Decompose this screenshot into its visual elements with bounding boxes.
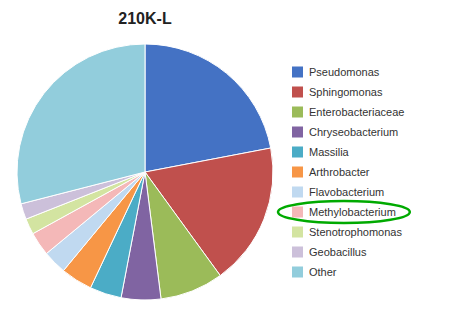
legend-swatch — [292, 227, 303, 238]
legend-label: Pseudomonas — [309, 66, 380, 78]
legend-label: Stenotrophomonas — [309, 226, 402, 238]
title: 210K-L — [118, 10, 172, 27]
legend-swatch — [292, 167, 303, 178]
legend-label: Massilia — [309, 146, 350, 158]
legend-label: Flavobacterium — [309, 186, 384, 198]
highlight-ellipse — [278, 201, 410, 223]
legend-label: Other — [309, 266, 337, 278]
legend-label: Sphingomonas — [309, 86, 383, 98]
legend-label: Arthrobacter — [309, 166, 370, 178]
legend-swatch — [292, 207, 303, 218]
legend-swatch — [292, 107, 303, 118]
legend-label: Chryseobacterium — [309, 126, 398, 138]
legend-swatch — [292, 67, 303, 78]
legend-swatch — [292, 147, 303, 158]
legend-swatch — [292, 187, 303, 198]
slice — [17, 44, 145, 204]
pie — [17, 44, 273, 300]
legend-label: Methylobacterium — [309, 206, 396, 218]
chart: 210K-L Pseudomonas Sphingomonas Enterobacte… — [0, 0, 476, 316]
legend-swatch — [292, 87, 303, 98]
legend-swatch — [292, 127, 303, 138]
legend-swatch — [292, 247, 303, 258]
legend-swatch — [292, 267, 303, 278]
legend-label: Enterobacteriaceae — [309, 106, 404, 118]
legend: Pseudomonas Sphingomonas Enterobacteriacea… — [292, 66, 404, 278]
legend-label: Geobacillus — [309, 246, 367, 258]
